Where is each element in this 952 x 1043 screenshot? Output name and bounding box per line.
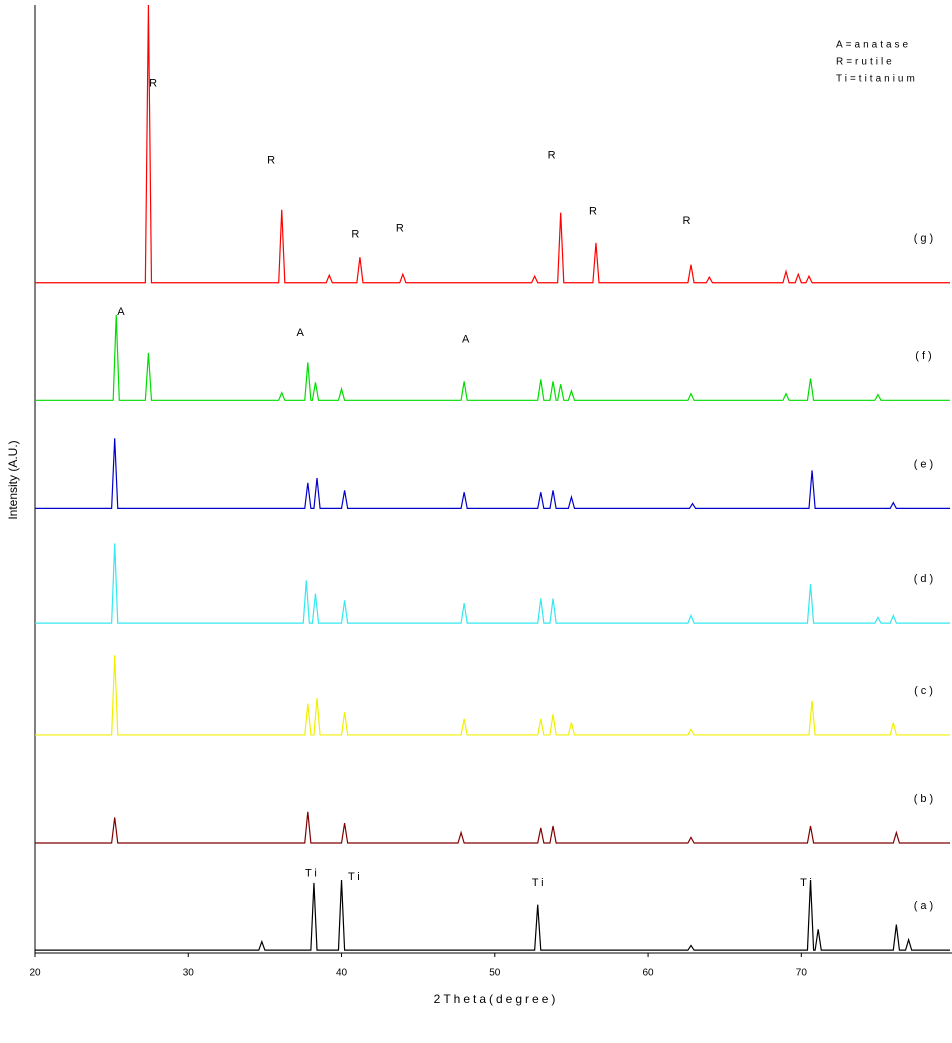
peak-annotation: R — [149, 78, 160, 90]
plot-area — [35, 5, 950, 950]
peak-annotation: R — [589, 206, 600, 218]
peak-annotation: Ti — [348, 871, 363, 883]
peak-annotation: R — [267, 154, 278, 166]
legend-text: R=rutile — [836, 57, 895, 68]
x-tick-label: 70 — [796, 968, 808, 979]
peak-annotation: R — [682, 215, 693, 227]
xrd-trace — [35, 812, 950, 843]
x-tick-label: 20 — [29, 968, 41, 979]
series-label: (e) — [914, 458, 936, 470]
xrd-trace — [35, 655, 950, 735]
peak-annotation: A — [117, 306, 127, 318]
peak-annotation: Ti — [800, 877, 815, 889]
xrd-trace — [35, 880, 950, 950]
peak-annotation: Ti — [532, 877, 547, 889]
series-label: (a) — [914, 900, 936, 912]
xrd-trace — [35, 315, 950, 400]
y-axis-label: Intensity (A.U.) — [6, 440, 20, 519]
series-label: (f) — [915, 350, 934, 362]
xrd-trace — [35, 5, 950, 283]
xrd-trace — [35, 543, 950, 623]
legend-text: A=anatase — [836, 40, 911, 51]
x-tick-label: 40 — [336, 968, 348, 979]
series-label: (c) — [914, 685, 936, 697]
peak-annotation: R — [396, 223, 407, 235]
series-label: (d) — [914, 573, 936, 585]
x-tick-label: 50 — [489, 968, 501, 979]
xrd-trace — [35, 438, 950, 508]
peak-annotation: A — [462, 334, 472, 346]
peak-annotation: R — [548, 150, 559, 162]
series-label: (b) — [914, 793, 936, 805]
peak-annotation: R — [351, 228, 362, 240]
x-tick-label: 60 — [643, 968, 655, 979]
peak-annotation: Ti — [305, 867, 320, 879]
peak-annotation: A — [297, 327, 307, 339]
x-axis-label: 2Theta(degree) — [434, 992, 559, 1006]
chart: Intensity (A.U.) 2Theta(degree) 20 30 40 50… — [0, 0, 952, 1043]
series-label: (g) — [914, 233, 936, 245]
x-tick-label: 30 — [183, 968, 195, 979]
legend-text: Ti=titanium — [836, 74, 918, 85]
